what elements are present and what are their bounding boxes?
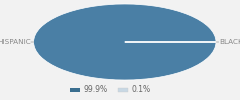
Text: 99.9%: 99.9% (84, 86, 108, 94)
Text: 0.1%: 0.1% (132, 86, 151, 94)
Wedge shape (34, 4, 216, 80)
Text: HISPANIC: HISPANIC (0, 39, 31, 45)
Bar (118, 88, 128, 92)
Bar (70, 88, 80, 92)
Text: BLACK: BLACK (219, 39, 240, 45)
